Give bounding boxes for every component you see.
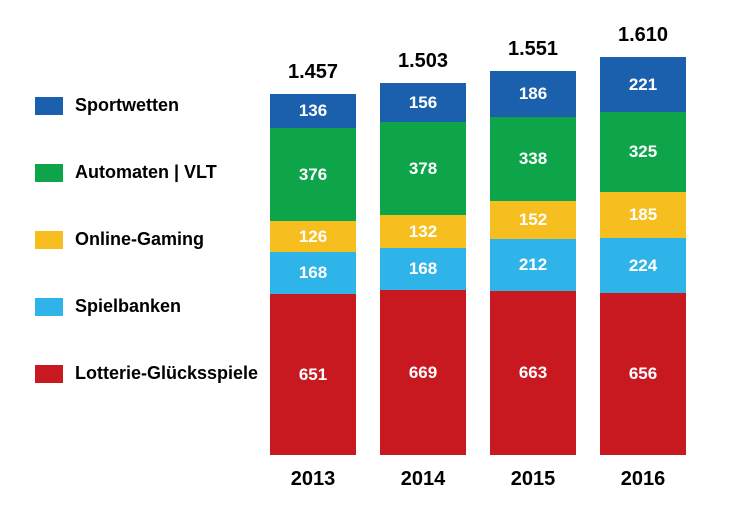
legend: Sportwetten Automaten | VLT Online-Gamin… [35,95,245,430]
legend-item: Lotterie-Glücksspiele [35,363,245,384]
legend-swatch [35,97,63,115]
bar-segment-spielbanken: 212 [490,239,576,291]
legend-swatch [35,231,63,249]
x-axis-label: 2014 [380,468,466,491]
bar-column: 1.610 221325185224656 [600,24,686,455]
bar-segment-lotterie: 663 [490,291,576,455]
bar-segment-sportwetten: 156 [380,83,466,122]
bar-segment-online: 132 [380,215,466,248]
bar-segment-online: 152 [490,201,576,239]
bar-column: 1.457 136376126168651 [270,61,356,455]
legend-label: Spielbanken [75,296,181,317]
x-axis-labels: 2013 2014 2015 2016 [270,468,710,498]
bar-segment-spielbanken: 168 [380,248,466,290]
legend-swatch [35,164,63,182]
legend-item: Online-Gaming [35,229,245,250]
bar-segment-automaten: 338 [490,117,576,201]
legend-item: Spielbanken [35,296,245,317]
x-axis-label: 2013 [270,468,356,491]
bar-total-label: 1.551 [490,38,576,61]
bar-segment-automaten: 325 [600,112,686,192]
bar-segment-online: 126 [270,221,356,252]
bar-segment-online: 185 [600,192,686,238]
legend-label: Lotterie-Glücksspiele [75,363,258,384]
bar-segment-lotterie: 669 [380,290,466,455]
bar-total-label: 1.610 [600,24,686,47]
bar-column: 1.503 156378132168669 [380,50,466,455]
bar-column: 1.551 186338152212663 [490,38,576,455]
legend-swatch [35,298,63,316]
legend-label: Online-Gaming [75,229,204,250]
legend-item: Sportwetten [35,95,245,116]
stacked-bar-chart: Sportwetten Automaten | VLT Online-Gamin… [0,0,747,527]
bar-segment-automaten: 378 [380,122,466,215]
bar-segment-spielbanken: 168 [270,252,356,294]
bar-total-label: 1.503 [380,50,466,73]
legend-swatch [35,365,63,383]
bar-segment-sportwetten: 136 [270,94,356,128]
bar-segment-sportwetten: 221 [600,57,686,112]
legend-label: Sportwetten [75,95,179,116]
bar-segment-lotterie: 651 [270,294,356,455]
bar-segment-sportwetten: 186 [490,71,576,117]
x-axis-label: 2015 [490,468,576,491]
bars-area: 1.4571363761261686511.503156378132168669… [270,35,710,455]
bar-segment-lotterie: 656 [600,293,686,455]
legend-item: Automaten | VLT [35,162,245,183]
bar-total-label: 1.457 [270,61,356,84]
x-axis-label: 2016 [600,468,686,491]
bar-segment-spielbanken: 224 [600,238,686,293]
bar-segment-automaten: 376 [270,128,356,221]
legend-label: Automaten | VLT [75,162,217,183]
